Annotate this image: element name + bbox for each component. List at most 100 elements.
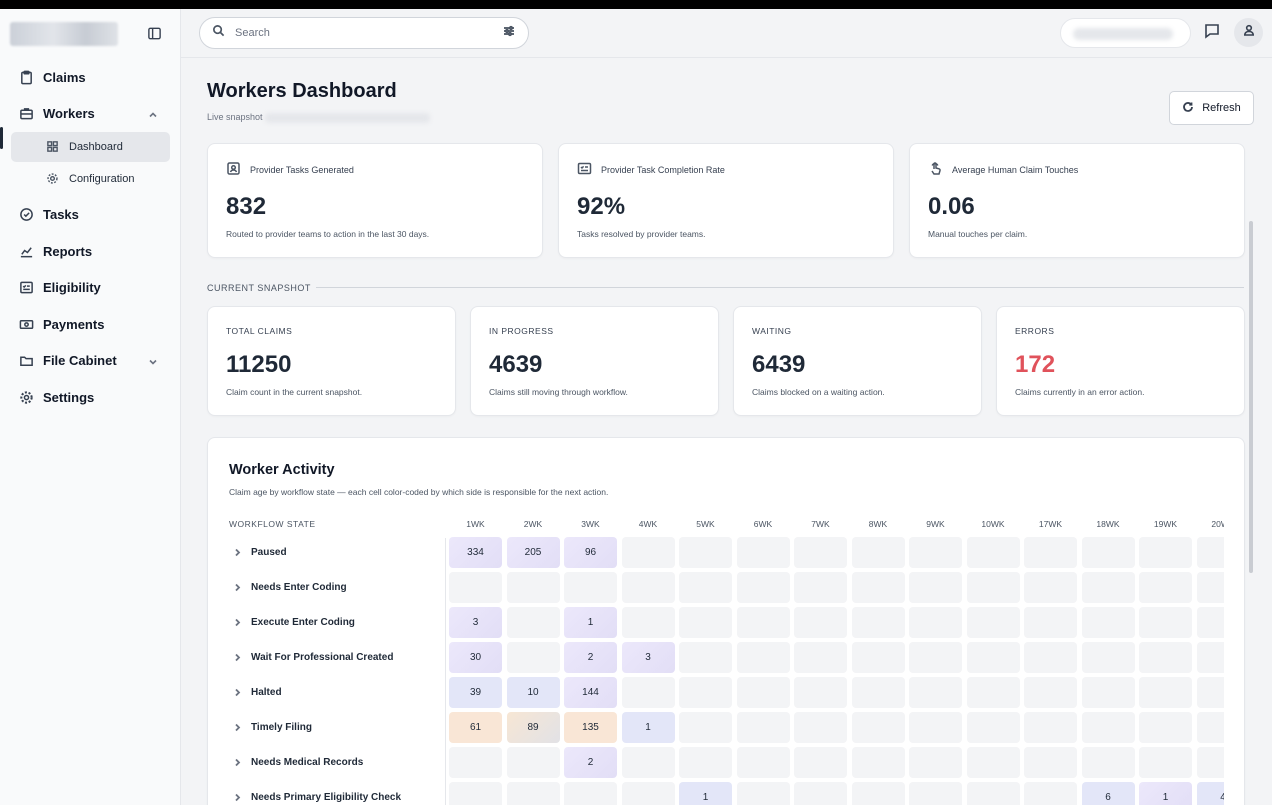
heatmap-cell[interactable]: 1	[564, 607, 617, 638]
heatmap-cell[interactable]	[621, 747, 675, 778]
heatmap-cell[interactable]	[909, 677, 962, 708]
heatmap-cell[interactable]	[1139, 642, 1192, 673]
heatmap-cell[interactable]	[851, 747, 905, 778]
sidebar-item-payments[interactable]: Payments	[18, 313, 104, 335]
filter-icon[interactable]	[502, 24, 516, 43]
heatmap-cell[interactable]	[851, 782, 905, 805]
heatmap-cell[interactable]	[909, 537, 962, 568]
heatmap-cell[interactable]	[794, 607, 847, 638]
heatmap-cell[interactable]	[966, 607, 1020, 638]
heatmap-cell[interactable]	[794, 712, 847, 743]
heatmap-cell[interactable]	[909, 642, 962, 673]
heatmap-cell[interactable]	[679, 642, 732, 673]
heatmap-cell[interactable]	[621, 607, 675, 638]
heatmap-cell[interactable]	[506, 572, 560, 603]
sidebar-item-workers[interactable]: Workers	[18, 102, 95, 124]
heatmap-cell[interactable]	[1139, 747, 1192, 778]
heatmap-cell[interactable]	[909, 572, 962, 603]
heatmap-cell[interactable]	[1139, 712, 1192, 743]
heatmap-cell[interactable]	[794, 642, 847, 673]
sidebar-item-settings[interactable]: Settings	[18, 386, 94, 408]
heatmap-cell[interactable]	[1024, 782, 1077, 805]
workflow-row-toggle[interactable]: Wait For Professional Created	[233, 652, 393, 663]
heatmap-cell[interactable]	[679, 712, 732, 743]
heatmap-cell[interactable]: 96	[564, 537, 617, 568]
search-input[interactable]: Search	[199, 17, 529, 49]
heatmap-cell[interactable]	[794, 677, 847, 708]
heatmap-cell[interactable]	[736, 747, 790, 778]
workflow-row-toggle[interactable]: Paused	[233, 547, 287, 558]
heatmap-cell[interactable]: 61	[449, 712, 502, 743]
heatmap-cell[interactable]	[966, 572, 1020, 603]
heatmap-cell[interactable]	[909, 607, 962, 638]
heatmap-cell[interactable]	[506, 607, 560, 638]
heatmap-cell[interactable]	[794, 537, 847, 568]
user-selector[interactable]	[1060, 18, 1191, 48]
heatmap-cell[interactable]	[909, 712, 962, 743]
workflow-row-toggle[interactable]: Execute Enter Coding	[233, 617, 355, 628]
heatmap-cell[interactable]	[1024, 712, 1077, 743]
heatmap-cell[interactable]	[449, 572, 502, 603]
heatmap-cell[interactable]: 89	[506, 712, 560, 743]
heatmap-cell[interactable]	[621, 782, 675, 805]
heatmap-cell[interactable]: 3	[621, 642, 675, 673]
messages-button[interactable]	[1203, 22, 1223, 42]
heatmap-cell[interactable]: 2	[564, 747, 617, 778]
heatmap-cell[interactable]	[851, 642, 905, 673]
heatmap-cell[interactable]: 135	[564, 712, 617, 743]
heatmap-cell[interactable]	[966, 782, 1020, 805]
heatmap-cell[interactable]	[736, 712, 790, 743]
heatmap-cell[interactable]	[621, 572, 675, 603]
heatmap-cell[interactable]: 205	[506, 537, 560, 568]
heatmap-cell[interactable]	[679, 747, 732, 778]
heatmap-cell[interactable]	[966, 537, 1020, 568]
heatmap-cell[interactable]	[679, 677, 732, 708]
sidebar-item-claims[interactable]: Claims	[18, 66, 86, 88]
heatmap-cell[interactable]	[506, 747, 560, 778]
sidebar-item-file-cabinet[interactable]: File Cabinet	[18, 349, 117, 371]
heatmap-cell[interactable]	[1081, 712, 1135, 743]
heatmap-cell[interactable]	[1139, 572, 1192, 603]
heatmap-cell[interactable]	[736, 782, 790, 805]
heatmap-cell[interactable]	[679, 537, 732, 568]
heatmap-cell[interactable]	[966, 747, 1020, 778]
workflow-row-toggle[interactable]: Needs Primary Eligibility Check	[233, 792, 401, 803]
heatmap-cell[interactable]: 6	[1081, 782, 1135, 805]
workflow-row-toggle[interactable]: Needs Enter Coding	[233, 582, 347, 593]
heatmap-cell[interactable]	[1081, 677, 1135, 708]
heatmap-cell[interactable]	[736, 642, 790, 673]
heatmap-cell[interactable]	[621, 677, 675, 708]
avatar[interactable]	[1234, 18, 1263, 47]
scrollbar[interactable]	[1249, 221, 1253, 573]
heatmap-cell[interactable]	[1139, 607, 1192, 638]
heatmap-cell[interactable]	[851, 677, 905, 708]
heatmap-cell[interactable]	[794, 747, 847, 778]
heatmap-cell[interactable]	[506, 782, 560, 805]
heatmap-cell[interactable]	[909, 782, 962, 805]
heatmap-cell[interactable]	[851, 572, 905, 603]
heatmap-cell[interactable]	[851, 537, 905, 568]
heatmap-cell[interactable]	[679, 572, 732, 603]
workflow-row-toggle[interactable]: Timely Filing	[233, 722, 312, 733]
heatmap-cell[interactable]: 1	[679, 782, 732, 805]
heatmap-cell[interactable]	[851, 712, 905, 743]
sidebar-item-reports[interactable]: Reports	[18, 240, 92, 262]
sidebar-subitem-dashboard[interactable]: Dashboard	[11, 132, 170, 162]
heatmap-cell[interactable]: 39	[449, 677, 502, 708]
heatmap-cell[interactable]	[449, 747, 502, 778]
heatmap-cell[interactable]: 1	[621, 712, 675, 743]
sidebar-subitem-configuration[interactable]: Configuration	[11, 164, 170, 194]
workflow-row-toggle[interactable]: Halted	[233, 687, 282, 698]
heatmap-cell[interactable]	[1081, 747, 1135, 778]
heatmap-cell[interactable]	[736, 607, 790, 638]
sidebar-toggle-button[interactable]	[147, 26, 164, 43]
heatmap-cell[interactable]	[794, 782, 847, 805]
heatmap-cell[interactable]: 334	[449, 537, 502, 568]
heatmap-cell[interactable]	[564, 572, 617, 603]
heatmap-cell[interactable]	[966, 712, 1020, 743]
heatmap-cell[interactable]: 144	[564, 677, 617, 708]
heatmap-cell[interactable]	[1139, 537, 1192, 568]
heatmap-cell[interactable]	[1081, 537, 1135, 568]
heatmap-cell[interactable]	[736, 572, 790, 603]
heatmap-cell[interactable]: 3	[449, 607, 502, 638]
